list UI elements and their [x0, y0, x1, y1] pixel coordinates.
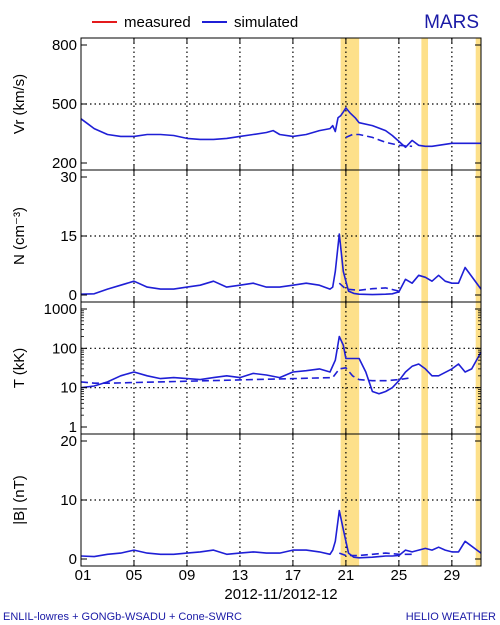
highlight-band-1 [340, 38, 360, 170]
y-tick-label: 0 [69, 551, 77, 568]
y-axis-label: Vr (km/s) [11, 74, 28, 134]
footer-right: HELIO WEATHER [406, 611, 496, 623]
highlight-band-2 [421, 434, 429, 566]
legend-measured-label: measured [124, 14, 191, 31]
series-simulated [80, 233, 482, 296]
x-axis-tick-labels: 01 05 09 13 17 21 25 29 [75, 567, 461, 584]
series-simulated-dashed [80, 366, 413, 385]
highlight-band-1 [340, 302, 360, 434]
y-tick-label: 500 [52, 96, 77, 113]
y-tick-label: 100 [52, 340, 77, 357]
series-simulated [80, 335, 482, 395]
y-axis-label: |B| (nT) [11, 475, 28, 524]
highlight-band-1 [340, 434, 360, 566]
series-simulated [80, 509, 482, 559]
series-simulated-dashed [345, 133, 413, 148]
highlight-band-2 [421, 170, 429, 302]
legend-simulated-label: simulated [234, 14, 298, 31]
panel-1: 200 500 800 Vr (km/s) [11, 37, 482, 172]
y-tick-label: 0 [69, 287, 77, 304]
panel-4: 0 10 20 |B| (nT) [11, 433, 482, 568]
y-axis-label: N (cm⁻³) [11, 207, 28, 265]
x-tick-label: 05 [126, 567, 143, 584]
y-tick-label: 10 [60, 492, 77, 509]
y-tick-label: 800 [52, 37, 77, 54]
chart-title: MARS [424, 12, 479, 33]
highlight-band-2 [421, 38, 429, 170]
y-tick-label: 10 [60, 380, 77, 397]
y-tick-label: 200 [52, 155, 77, 172]
series-simulated [80, 107, 481, 149]
x-axis-title: 2012-11/2012-12 [224, 586, 337, 603]
highlight-band-1 [340, 170, 360, 302]
y-tick-label: 1000 [44, 301, 77, 318]
y-tick-label: 30 [60, 169, 77, 186]
y-tick-label: 15 [60, 228, 77, 245]
x-tick-label: 17 [285, 567, 302, 584]
x-tick-label: 29 [444, 567, 461, 584]
x-tick-label: 13 [232, 567, 249, 584]
y-tick-label: 1 [69, 419, 77, 436]
series-simulated-dashed [338, 282, 400, 292]
legend: measured simulated [92, 14, 298, 31]
highlight-band-3 [475, 302, 481, 434]
panel-frame [80, 301, 482, 435]
series-simulated-dashed [339, 552, 413, 557]
y-tick-label: 20 [60, 433, 77, 450]
x-tick-label: 25 [391, 567, 408, 584]
y-axis-label: T (kK) [11, 348, 28, 389]
footer-left: ENLIL-lowres + GONGb-WSADU + Cone-SWRC [3, 611, 242, 623]
x-tick-label: 09 [179, 567, 196, 584]
x-tick-label: 01 [75, 567, 92, 584]
panel-2: 0 15 30 N (cm⁻³) [11, 169, 482, 304]
panel-3: 1 10 100 1000 T (kK) [11, 301, 482, 436]
x-tick-label: 21 [338, 567, 355, 584]
